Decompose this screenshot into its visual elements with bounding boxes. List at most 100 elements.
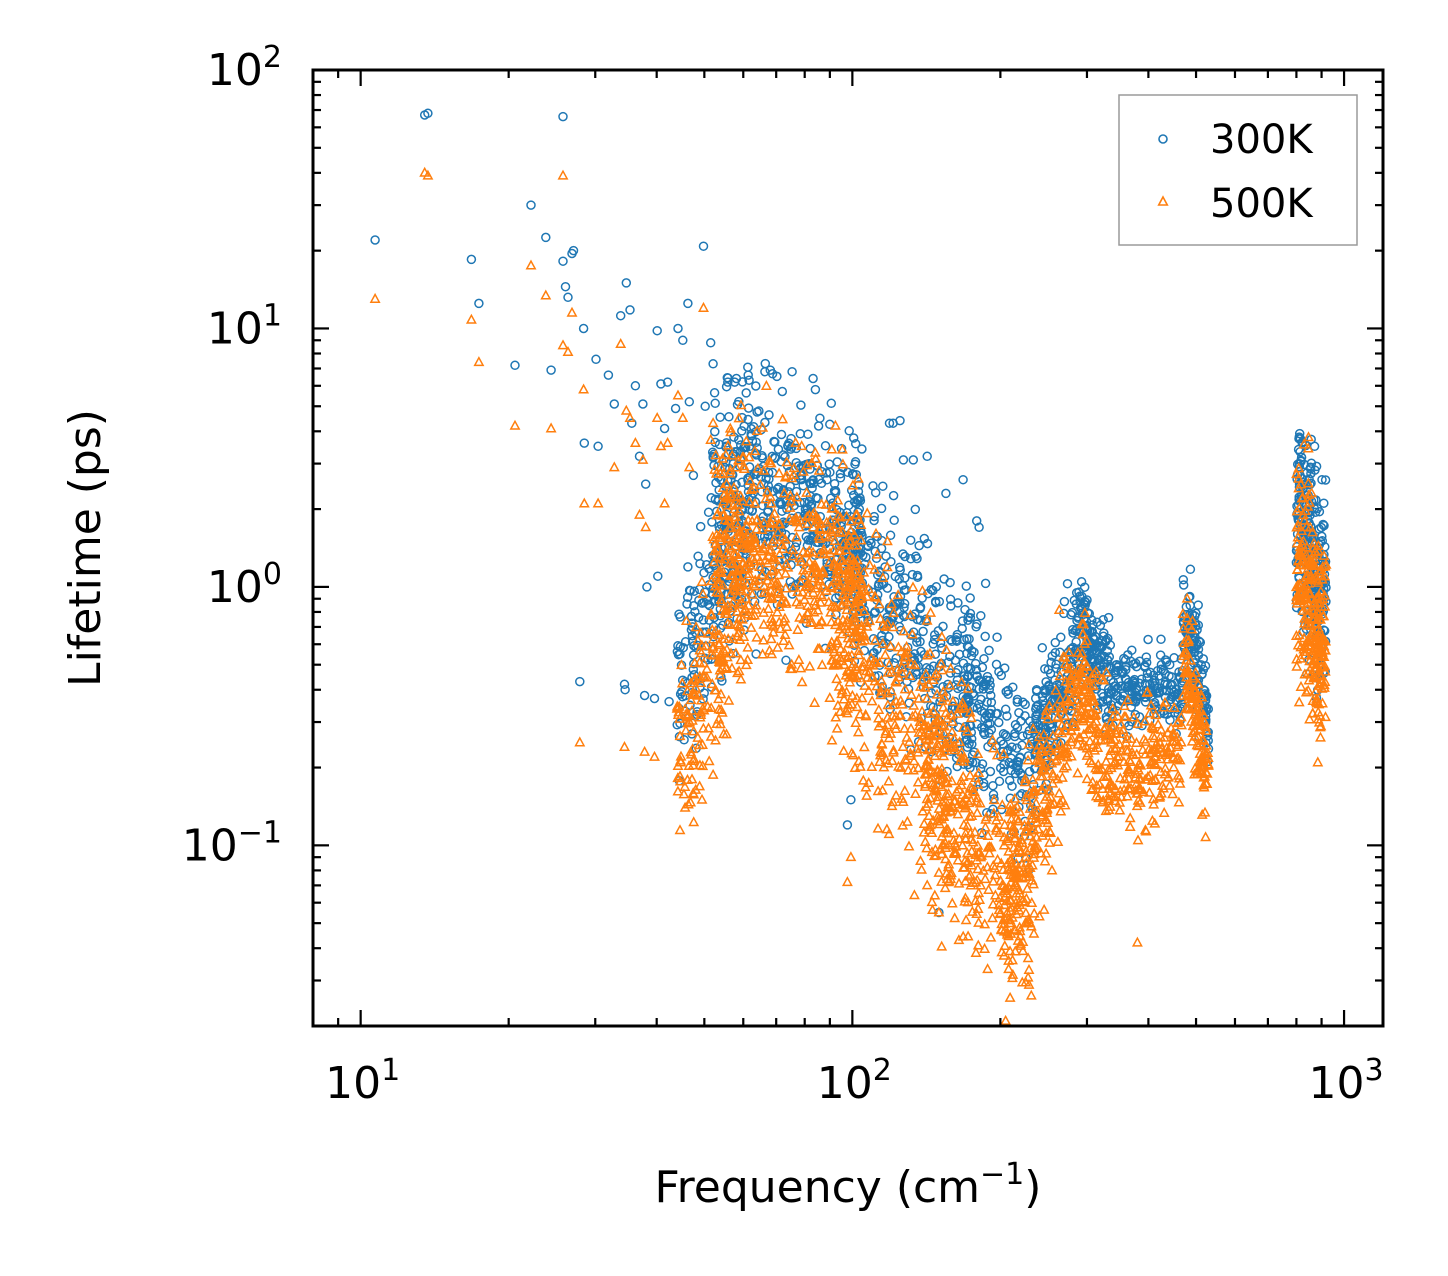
point-300k — [963, 642, 974, 652]
point-300k — [1040, 664, 1050, 674]
point-300k — [1320, 556, 1331, 567]
point-300k — [1075, 597, 1085, 607]
point-500k — [776, 538, 788, 549]
point-500k — [769, 507, 780, 518]
point-500k — [890, 710, 902, 721]
point-500k — [824, 547, 836, 558]
point-500k — [917, 805, 929, 816]
point-300k — [640, 479, 651, 489]
point-500k — [826, 734, 838, 745]
point-500k — [779, 612, 791, 623]
point-500k — [735, 490, 747, 501]
point-500k — [871, 657, 882, 668]
point-500k — [746, 588, 758, 599]
point-300k — [466, 254, 477, 265]
point-300k — [1012, 697, 1023, 707]
point-500k — [779, 533, 791, 544]
point-500k — [937, 701, 949, 712]
point-500k — [855, 519, 867, 530]
point-500k — [800, 580, 812, 591]
point-300k — [1161, 686, 1171, 696]
point-500k — [991, 749, 1003, 760]
point-500k — [772, 641, 784, 652]
point-500k — [723, 694, 735, 705]
point-500k — [754, 478, 766, 489]
point-500k — [738, 533, 750, 544]
point-500k — [726, 602, 738, 613]
point-300k — [808, 478, 819, 489]
point-500k — [749, 497, 761, 508]
point-300k — [888, 490, 899, 501]
point-500k — [989, 889, 1001, 900]
point-500k — [921, 692, 933, 703]
point-300k — [670, 403, 681, 414]
point-300k — [737, 426, 747, 436]
point-500k — [850, 717, 862, 728]
point-300k — [1012, 743, 1022, 753]
point-500k — [842, 698, 854, 709]
point-500k — [731, 558, 743, 569]
point-300k — [1127, 645, 1137, 655]
point-500k — [815, 596, 826, 607]
point-300k — [1317, 474, 1327, 485]
point-500k — [765, 516, 777, 527]
point-500k — [906, 628, 918, 639]
point-500k — [936, 940, 948, 951]
point-500k — [733, 620, 745, 631]
point-500k — [913, 711, 925, 722]
point-500k — [829, 573, 841, 584]
point-500k — [848, 528, 860, 539]
point-500k — [829, 419, 841, 430]
point-300k — [649, 693, 660, 704]
point-300k — [850, 439, 861, 449]
point-500k — [765, 544, 777, 555]
point-300k — [1077, 608, 1087, 619]
point-300k — [1195, 637, 1206, 648]
point-500k — [837, 525, 849, 536]
point-500k — [847, 604, 859, 615]
point-300k — [1131, 685, 1142, 695]
point-300k — [757, 453, 768, 463]
point-300k — [718, 620, 728, 631]
point-300k — [884, 418, 895, 428]
point-300k — [1178, 580, 1189, 590]
point-300k — [1111, 681, 1121, 691]
point-500k — [883, 659, 895, 670]
point-300k — [703, 507, 714, 518]
point-500k — [856, 635, 868, 646]
point-300k — [908, 627, 919, 637]
point-500k — [836, 628, 848, 639]
point-500k — [766, 616, 778, 627]
point-500k — [929, 717, 941, 728]
point-500k — [974, 846, 986, 857]
point-500k — [725, 647, 737, 658]
point-500k — [891, 676, 902, 687]
point-500k — [940, 841, 952, 852]
point-500k — [885, 685, 897, 696]
point-500k — [735, 673, 747, 684]
point-300k — [930, 649, 941, 660]
point-500k — [990, 822, 1002, 833]
point-500k — [801, 459, 813, 470]
point-500k — [870, 527, 882, 538]
point-300k — [850, 459, 860, 469]
point-500k — [848, 565, 860, 576]
point-500k — [741, 520, 753, 531]
point-300k — [834, 590, 845, 601]
point-500k — [850, 630, 862, 641]
point-300k — [656, 379, 666, 389]
point-500k — [832, 615, 844, 626]
point-300k — [1305, 464, 1316, 474]
point-500k — [716, 706, 728, 717]
point-300k — [1047, 651, 1058, 661]
point-500k — [973, 916, 985, 927]
point-300k — [791, 443, 802, 454]
point-300k — [1099, 651, 1110, 662]
point-300k — [1314, 506, 1325, 517]
point-300k — [1031, 684, 1042, 695]
point-300k — [988, 780, 998, 791]
point-500k — [758, 606, 770, 617]
point-500k — [869, 634, 881, 645]
point-500k — [826, 636, 838, 647]
point-300k — [1155, 650, 1166, 660]
